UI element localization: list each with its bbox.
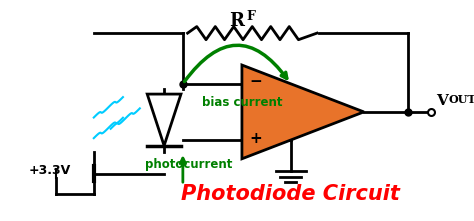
Polygon shape (242, 65, 364, 159)
Text: +3.3V: +3.3V (28, 164, 70, 177)
Text: F: F (246, 10, 255, 23)
Text: bias current: bias current (201, 96, 282, 109)
Text: Photodiode Circuit: Photodiode Circuit (181, 184, 400, 204)
Text: −: − (249, 74, 262, 90)
Text: R: R (229, 11, 244, 30)
Text: OUT: OUT (448, 94, 474, 105)
Text: V: V (436, 94, 448, 108)
Text: +: + (249, 131, 262, 146)
Text: photocurrent: photocurrent (146, 158, 233, 171)
Polygon shape (147, 94, 181, 146)
